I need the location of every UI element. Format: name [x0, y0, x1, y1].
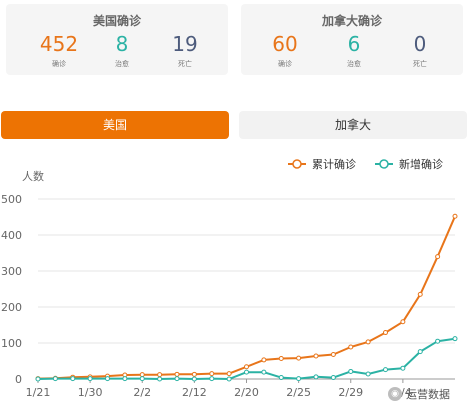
data-point [244, 364, 249, 370]
data-point [139, 376, 145, 382]
data-point [209, 376, 215, 382]
data-point [452, 336, 458, 342]
x-tick-label: 2/2 [133, 386, 151, 399]
data-point [417, 291, 423, 297]
y-tick-label: 400 [1, 229, 22, 242]
data-point [52, 376, 58, 382]
data-point [157, 372, 163, 378]
x-tick-label: 1/21 [26, 386, 51, 399]
legend-marker [292, 159, 302, 169]
y-tick-label: 200 [1, 301, 22, 314]
ca-confirmed-value: 60 [272, 32, 298, 56]
ca-summary-card: 加拿大确诊 60 确诊 6 治愈 0 死亡 [241, 4, 463, 75]
y-tick-label: 0 [15, 373, 22, 386]
x-tick-label: 2/25 [286, 386, 311, 399]
data-point [383, 330, 388, 336]
watermark: ◉ 运营数据 [388, 386, 450, 402]
data-point [87, 376, 93, 382]
data-point [226, 371, 232, 377]
data-point [191, 376, 197, 382]
ca-dead-stat: 0 死亡 [385, 33, 455, 69]
data-point [122, 376, 128, 382]
y-tick-label: 500 [1, 193, 22, 206]
data-point [105, 376, 110, 382]
ca-confirmed-stat: 60 确诊 [250, 33, 320, 69]
data-point [383, 367, 388, 373]
data-point [157, 376, 163, 382]
data-point [452, 213, 458, 219]
data-point [313, 353, 319, 359]
us-dead-value: 19 [172, 32, 198, 56]
data-point [70, 376, 76, 382]
y-axis-label: 人数 [22, 170, 44, 183]
ca-healed-label: 治愈 [347, 60, 361, 68]
data-point [365, 371, 371, 377]
data-point [278, 355, 284, 361]
us-healed-value: 8 [115, 32, 129, 56]
data-point [174, 371, 180, 377]
trend-line-chart: 人数 0 100 200 300 400 500 1/21 1/30 2/2 2/12 2/20 2/2… [1, 157, 458, 399]
legend-label: 新增确诊 [399, 157, 443, 171]
data-point [191, 371, 197, 377]
data-point [417, 349, 423, 355]
watermark-text: 运营数据 [406, 388, 450, 401]
data-point [139, 372, 145, 378]
wechat-icon: ◉ [388, 387, 402, 401]
us-dead-label: 死亡 [178, 60, 192, 68]
us-healed-stat: 8 治愈 [87, 33, 157, 69]
data-point [330, 375, 336, 381]
legend-marker [379, 159, 389, 169]
data-point [278, 375, 284, 381]
x-tick-label: 2/20 [234, 386, 259, 399]
data-point [296, 376, 302, 382]
data-point [400, 365, 406, 371]
data-point [261, 357, 267, 363]
tab-us[interactable]: 美国 [1, 111, 229, 139]
us-confirmed-value: 452 [39, 32, 79, 56]
us-confirmed-stat: 452 确诊 [24, 33, 94, 69]
ca-healed-value: 6 [347, 32, 361, 56]
data-point [261, 369, 267, 375]
data-point [296, 355, 302, 361]
data-point [365, 339, 371, 345]
us-card-title: 美国确诊 [92, 14, 141, 28]
ca-card-title: 加拿大确诊 [321, 14, 382, 28]
us-healed-label: 治愈 [115, 60, 129, 68]
data-point [348, 344, 354, 350]
data-point [348, 368, 354, 374]
y-tick-label: 100 [1, 337, 22, 350]
us-confirmed-label: 确诊 [52, 60, 66, 68]
data-point [174, 376, 180, 382]
data-point [244, 369, 249, 375]
us-dead-stat: 19 死亡 [150, 33, 220, 69]
series-line-cumulative [37, 215, 456, 380]
data-point [435, 338, 441, 344]
data-point [313, 374, 319, 380]
data-point [400, 319, 406, 325]
data-point [209, 371, 215, 377]
ca-dead-label: 死亡 [413, 60, 427, 68]
legend-label: 累计确诊 [312, 157, 356, 171]
y-tick-label: 300 [1, 265, 22, 278]
tab-canada[interactable]: 加拿大 [239, 111, 467, 139]
data-point [330, 352, 336, 358]
x-tick-label: 2/29 [338, 386, 363, 399]
data-point [226, 376, 232, 382]
data-point [435, 254, 441, 260]
data-point [35, 376, 41, 382]
ca-healed-stat: 6 治愈 [319, 33, 389, 69]
ca-dead-value: 0 [413, 32, 427, 56]
us-summary-card: 美国确诊 452 确诊 8 治愈 19 死亡 [6, 4, 228, 75]
ca-confirmed-label: 确诊 [278, 60, 292, 68]
x-tick-label: 1/30 [78, 386, 103, 399]
x-tick-label: 2/12 [182, 386, 207, 399]
